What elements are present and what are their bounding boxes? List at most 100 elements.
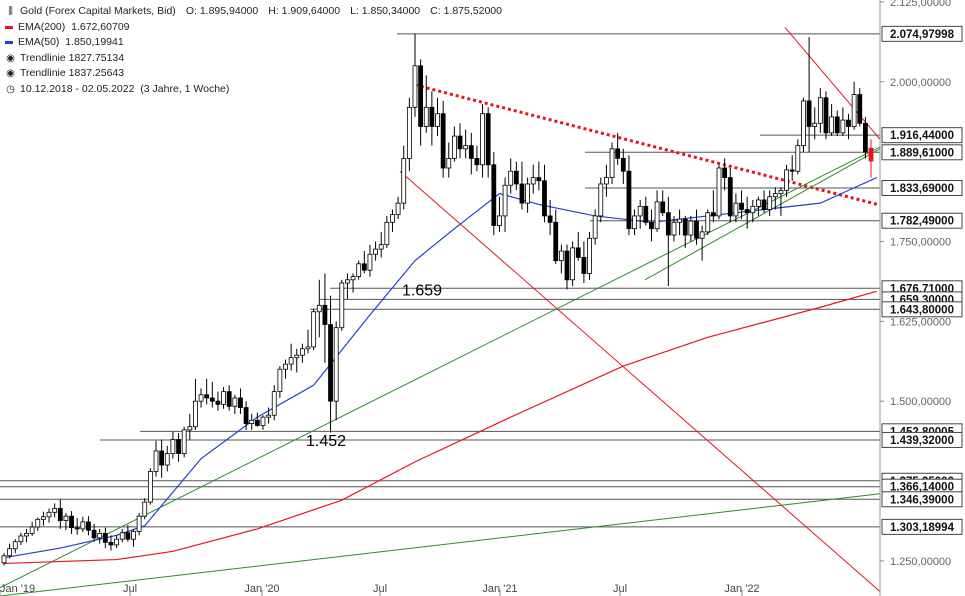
price-labels: 2.074,97998 1.916,44000 1.889,61000 1.833,6… [881,25,963,535]
price-label-text: 1.916,44000 [890,130,954,142]
price-label-box [881,179,963,196]
candle-body [283,363,288,370]
candle-body [491,164,497,226]
candle-body [418,65,424,127]
candle-body [739,202,744,210]
price-label-box [881,25,963,42]
candle-body [750,205,756,214]
legend-trend2-row[interactable]: ◉ Trendlinie 1837.25643 [4,66,502,82]
legend-ema50-row[interactable]: EMA(50) 1.850,19941 [4,35,502,51]
price-label: 1.346,39000 [881,491,963,508]
clock-icon: ◷ [6,83,15,95]
candle-body [260,416,266,426]
candle-body [412,65,418,108]
price-label: 1.833,69000 [881,179,963,196]
x-tick-label: Jul [373,583,387,595]
trend2-value: 1837.25643 [68,67,125,79]
x-tick-label: Jan '21 [482,583,517,595]
candle-body [626,170,632,230]
candle-body [649,221,654,230]
low-value: 1.850,34000 [361,5,421,17]
candle-body [643,205,649,223]
period-label: (3 Jahre, 1 Woche) [140,82,230,95]
candle-body [328,324,333,402]
x-tick-label: Jul [613,583,627,595]
price-label-box [881,301,963,318]
horizontal-levels [0,33,880,528]
candle-body [846,119,851,127]
candle-body [457,135,463,150]
candle-body [784,169,789,191]
ema200-path [3,290,877,565]
candle-body [181,429,187,454]
price-label-text: 1.833,69000 [890,183,954,195]
candle-body [547,215,553,223]
candle-body [221,391,226,405]
candle-body [620,158,626,172]
candle-body [604,177,609,185]
candle-body [322,304,328,325]
legend-ema200-row[interactable]: EMA(200) 1.672,60709 [4,20,502,36]
candle-body [215,400,221,405]
y-tick-label: 1.250,00000 [890,556,951,568]
candle-body [384,221,390,246]
candle-body [254,419,260,426]
candle-body [694,220,699,239]
y-tick-label: 1.500,00000 [890,396,951,408]
low-label: L: [350,5,359,17]
price-label: 1.916,44000 [881,127,963,144]
candle-body [136,515,142,532]
price-label: 1.889,61000 [881,144,963,161]
candle-body [609,148,615,178]
candle-body [29,526,35,534]
trend1-value: 1827.75134 [68,51,125,64]
uptrend-line-flat [0,493,881,596]
candle-body [733,202,739,217]
candle-body [665,212,671,236]
candle-body [789,169,795,172]
candle-body [868,147,874,162]
candle-body [226,391,232,407]
candle-body [716,167,722,217]
candle-body [671,221,677,236]
candle-body [801,100,806,147]
candle-body [114,538,119,546]
price-label-text: 1.303,18994 [890,522,955,534]
candle-body [710,212,716,217]
candle-body [198,394,204,402]
candle-body [406,106,412,159]
candle-body [474,158,480,166]
legend-range-row: ◷ 10.12.2018 - 02.05.2022 (3 Jahre, 1 Wo… [4,82,502,98]
candle-body [587,237,592,274]
candle-body [69,515,74,529]
candle-body [7,548,13,557]
legend-trend1-row[interactable]: ◉ Trendlinie 1827.75134 [4,51,502,67]
ema200-line [3,290,877,565]
candle-body [834,116,840,134]
candle-body [429,106,435,127]
annotation-1452: 1.452 [306,433,346,450]
candle-body [840,119,846,134]
candle-body [423,106,429,127]
candle-body [294,354,300,359]
candle-body [288,357,294,365]
candle-body [24,532,29,537]
candle-body [440,113,446,169]
candle-body [86,521,91,531]
candle-body [395,202,401,216]
candle-body [238,397,243,408]
candle-body [530,177,536,185]
candle-body [91,529,97,539]
trend1-label: Trendlinie [20,51,66,64]
price-label-text: 1.366,14000 [890,482,954,494]
candle-body [581,257,587,274]
candle-body [102,532,108,543]
price-label-text: 1.782,49000 [890,216,954,228]
candle-body [688,220,694,236]
candles-icon: ⫼ [8,6,13,17]
x-tick-label: Jan '22 [724,583,759,595]
candle-body [497,215,502,226]
y-tick-label: 2.125,00000 [890,0,951,9]
candle-body [164,453,170,466]
